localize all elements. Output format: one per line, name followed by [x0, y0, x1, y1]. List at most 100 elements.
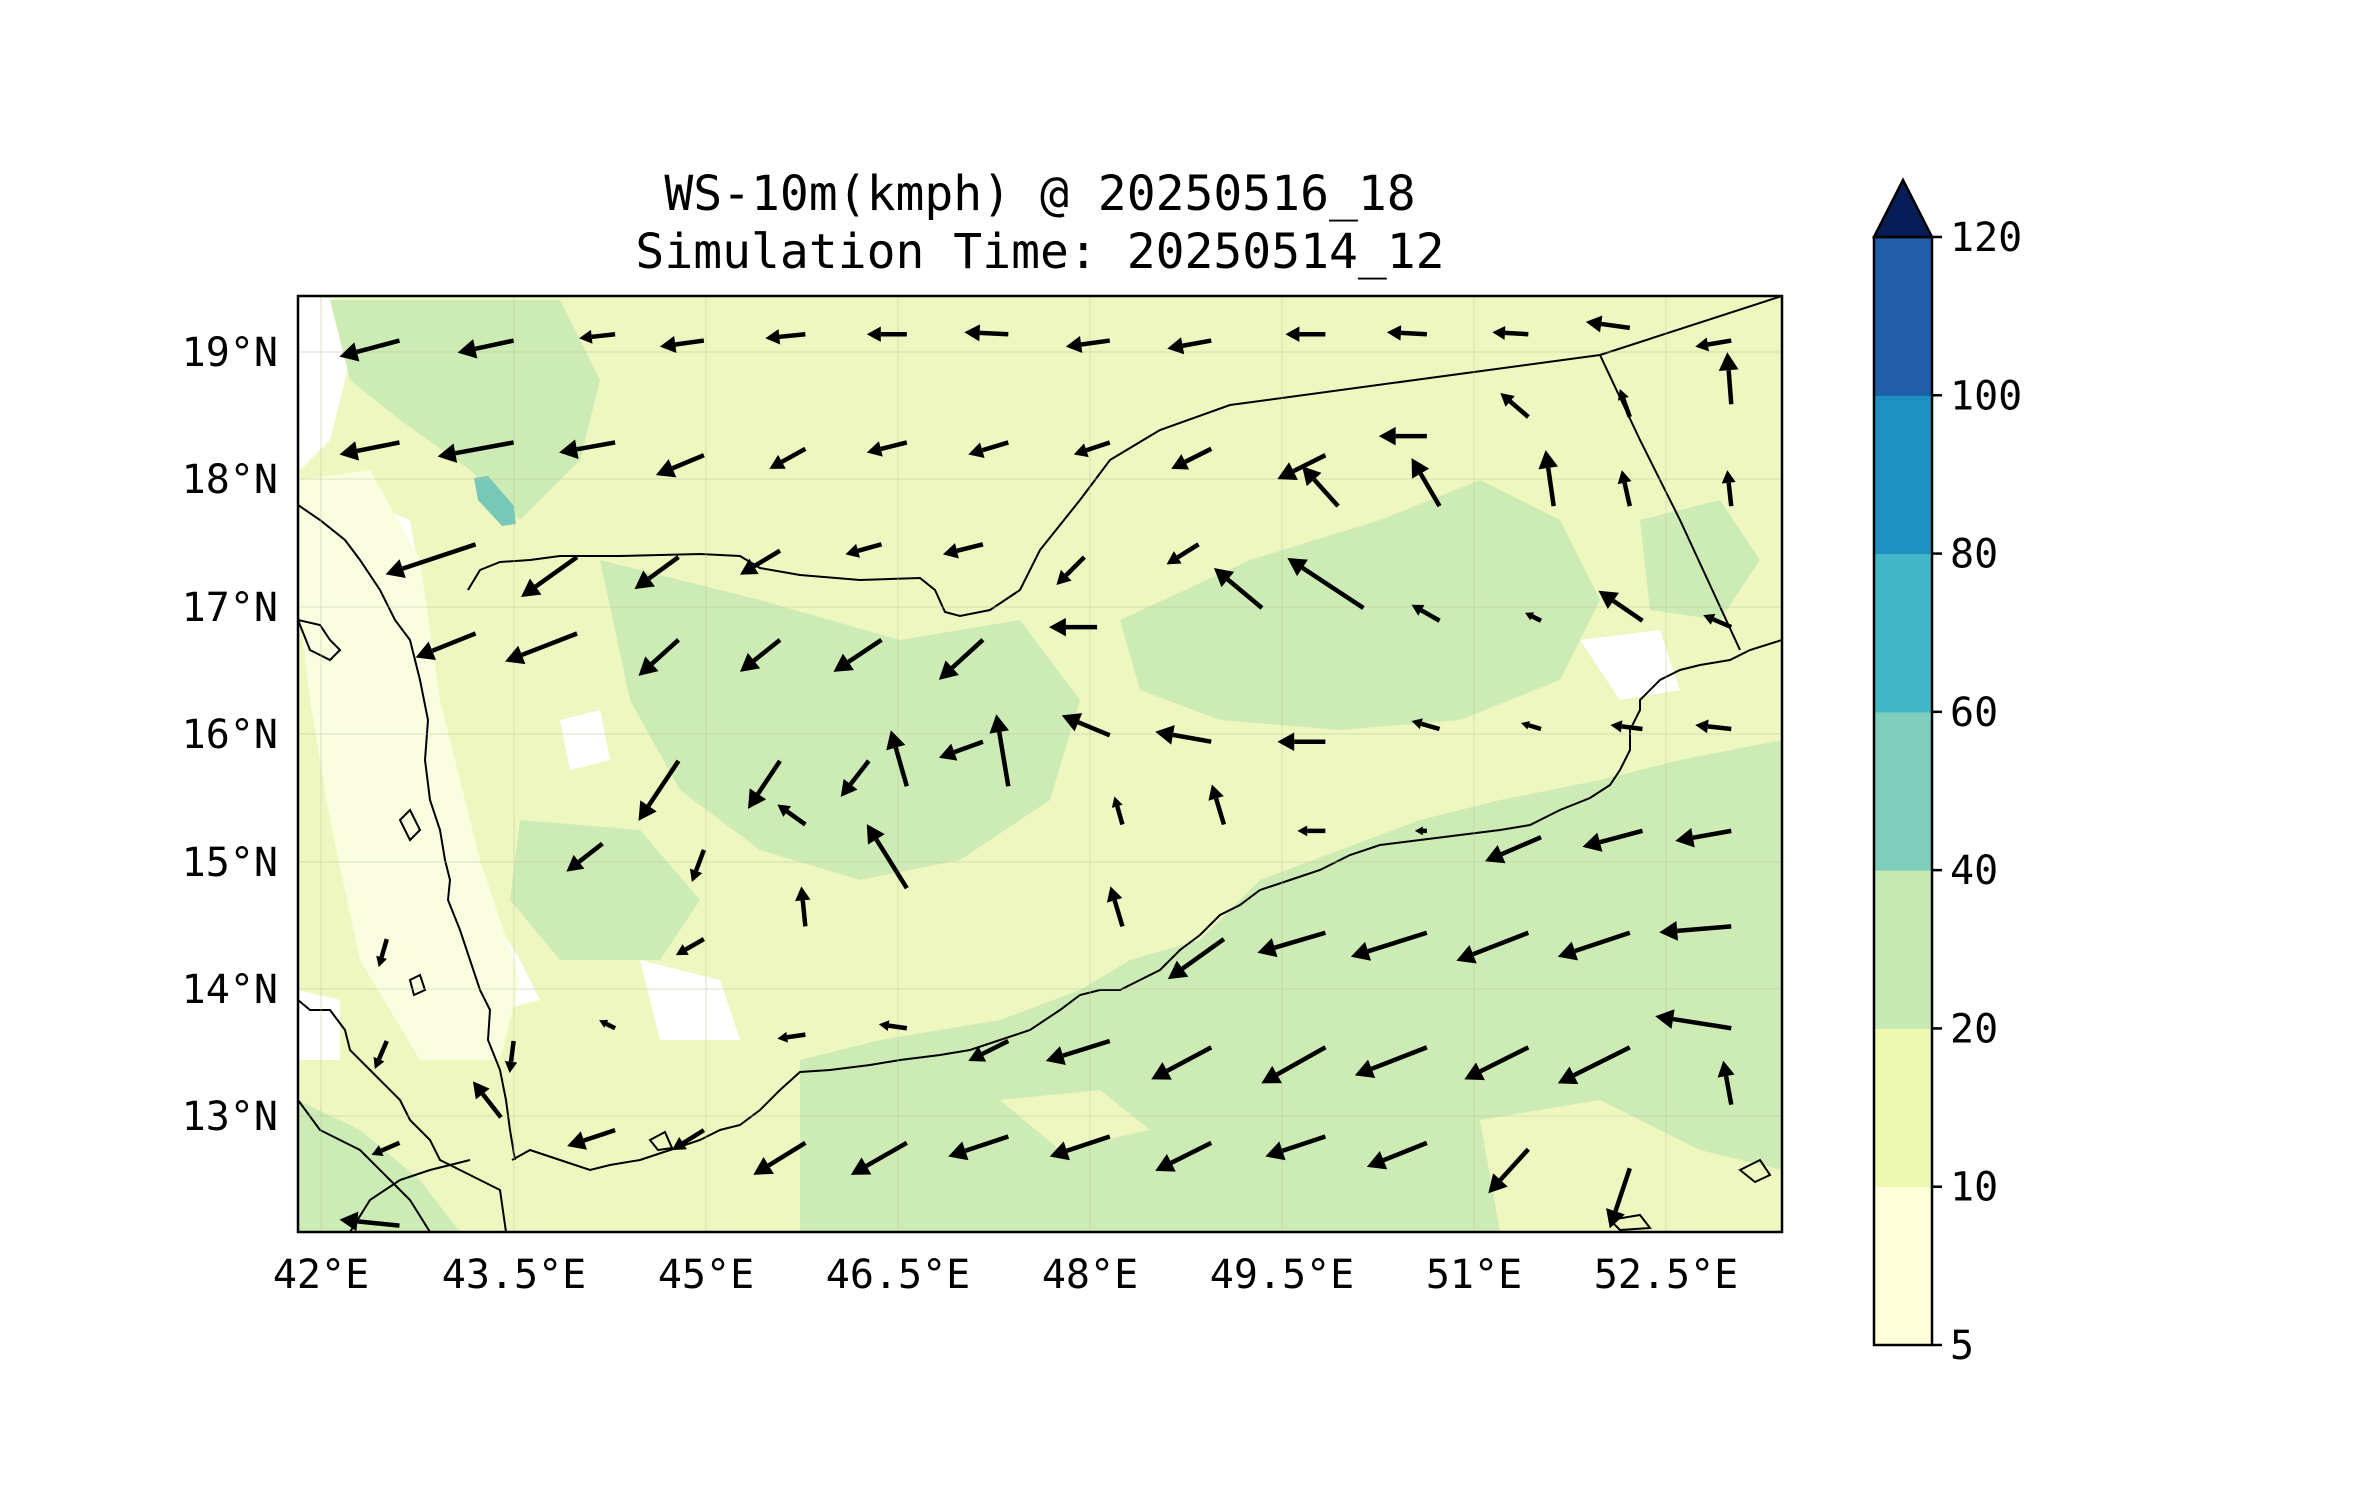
colorbar-tick-label: 60 — [1950, 690, 1998, 736]
wind-arrow — [1208, 784, 1227, 826]
wind-arrow — [1695, 719, 1732, 734]
wind-arrow-head — [1500, 392, 1515, 407]
lat-tick-label: 13°N — [182, 1094, 278, 1140]
wind-arrow-shaft — [1622, 482, 1632, 507]
colorbar-tick-label: 80 — [1950, 532, 1998, 578]
wind-arrow — [1488, 1147, 1530, 1194]
wind-arrow-head — [1366, 1150, 1388, 1170]
wind-arrow-shaft — [1500, 835, 1542, 857]
wind-arrow-shaft — [1066, 1134, 1111, 1153]
wind-arrow — [878, 1020, 908, 1032]
wind-arrow-shaft — [431, 631, 477, 653]
island-1 — [398, 808, 422, 842]
wind-arrow-head — [878, 1020, 890, 1032]
wind-arrow — [1411, 718, 1441, 732]
lon-tick-label: 49.5°E — [1210, 1252, 1355, 1298]
map-panel — [298, 296, 1782, 1232]
wind-arrow — [845, 542, 883, 558]
wind-arrow — [1277, 453, 1327, 480]
wind-arrow-shaft — [1574, 930, 1631, 954]
wind-arrow-head — [739, 558, 759, 575]
wind-arrow-head — [1287, 558, 1308, 577]
wind-arrow-head — [1411, 604, 1425, 616]
wind-arrow-shaft — [508, 1040, 516, 1063]
wind-arrow-head — [371, 1145, 384, 1157]
wind-arrow — [938, 739, 984, 761]
wind-arrow — [559, 439, 616, 460]
wind-arrow — [1366, 1140, 1428, 1170]
wind-arrow-shaft — [674, 338, 705, 347]
wind-arrow-shaft — [1166, 1045, 1213, 1073]
wind-arrow-head — [1049, 617, 1066, 637]
wind-arrow-shaft — [1612, 599, 1644, 623]
wind-arrow-head — [559, 439, 579, 460]
wind-arrow-head — [599, 1019, 609, 1028]
wind-arrow — [1297, 825, 1326, 837]
wind-arrow-shaft — [1726, 482, 1734, 507]
wind-arrow — [866, 824, 909, 890]
wind-arrow-head — [747, 788, 767, 809]
wind-arrow-head — [1049, 1141, 1070, 1161]
lon-tick-label: 42°E — [273, 1252, 369, 1298]
wind-arrow-shaft — [1707, 724, 1732, 732]
wind-arrow — [840, 759, 871, 797]
wind-arrow — [1485, 835, 1542, 864]
wind-arrow-head — [1171, 454, 1190, 470]
wind-arrow — [415, 631, 477, 660]
wind-arrow-head — [795, 886, 811, 902]
wind-arrow-head — [1155, 725, 1175, 745]
wind-arrow-head — [1659, 921, 1679, 941]
wind-arrow-shaft — [1085, 440, 1111, 453]
wind-arrow-head — [1655, 1009, 1675, 1029]
wind-arrow — [866, 326, 907, 342]
wind-arrow — [1659, 921, 1732, 941]
wind-arrow-shaft — [874, 838, 909, 890]
wind-arrow-shaft — [1546, 467, 1556, 507]
wind-arrow-head — [1488, 1173, 1508, 1194]
colorbar: 5 10 20 40 60 80 100 120 — [1871, 177, 2022, 1369]
wind-arrow-shaft — [1367, 930, 1428, 954]
wind-arrow-shaft — [880, 440, 908, 452]
wind-arrow — [659, 336, 705, 353]
wind-arrow — [1411, 458, 1442, 508]
sea-pale-patch-2 — [1000, 1090, 1150, 1150]
island-4 — [648, 1130, 674, 1152]
wind-arrow — [339, 1211, 400, 1232]
wind-arrow-head — [339, 342, 360, 362]
wind-arrow — [505, 631, 578, 665]
wind-arrow-shaft — [480, 1092, 503, 1119]
wind-arrow — [1167, 937, 1226, 980]
wind-arrow-shaft — [1292, 453, 1327, 474]
colorbar-segment — [1874, 1186, 1932, 1346]
wind-arrow — [769, 446, 807, 469]
wind-arrow-shaft — [650, 638, 681, 666]
wind-arrow — [1287, 558, 1365, 610]
wind-arrow-head — [1411, 458, 1430, 479]
wind-arrow-head — [659, 336, 677, 353]
wind-arrow — [739, 548, 782, 575]
wind-arrow-head — [1073, 443, 1089, 458]
wind-arrow-shaft — [1600, 321, 1631, 331]
wind-arrow-head — [1721, 470, 1736, 484]
colorbar-segment — [1874, 711, 1932, 871]
wind-arrow-head — [1261, 1065, 1282, 1084]
wind-arrow-head — [1257, 938, 1278, 958]
wind-arrow-head — [339, 1211, 359, 1232]
wind-arrow-head — [1456, 944, 1477, 964]
lat-tick-label: 18°N — [182, 457, 278, 503]
wind-arrow-head — [521, 578, 542, 598]
wind-arrow-shaft — [583, 1127, 616, 1143]
wind-arrow-shaft — [1274, 930, 1327, 950]
colorbar-segment — [1874, 1028, 1932, 1188]
wind-arrow-head — [1378, 426, 1396, 446]
wind-arrow — [850, 1140, 908, 1175]
wind-arrow — [1500, 392, 1530, 419]
wind-arrow-head — [1277, 462, 1298, 480]
wind-arrow-shaft — [521, 631, 578, 658]
wind-arrow — [1464, 1045, 1530, 1081]
eritrea-coastline — [298, 618, 342, 662]
wind-arrow-shaft — [684, 937, 705, 952]
wind-arrow-head — [1411, 718, 1423, 730]
wind-arrow-head — [942, 543, 959, 559]
highland-green-zone-4 — [510, 820, 700, 960]
